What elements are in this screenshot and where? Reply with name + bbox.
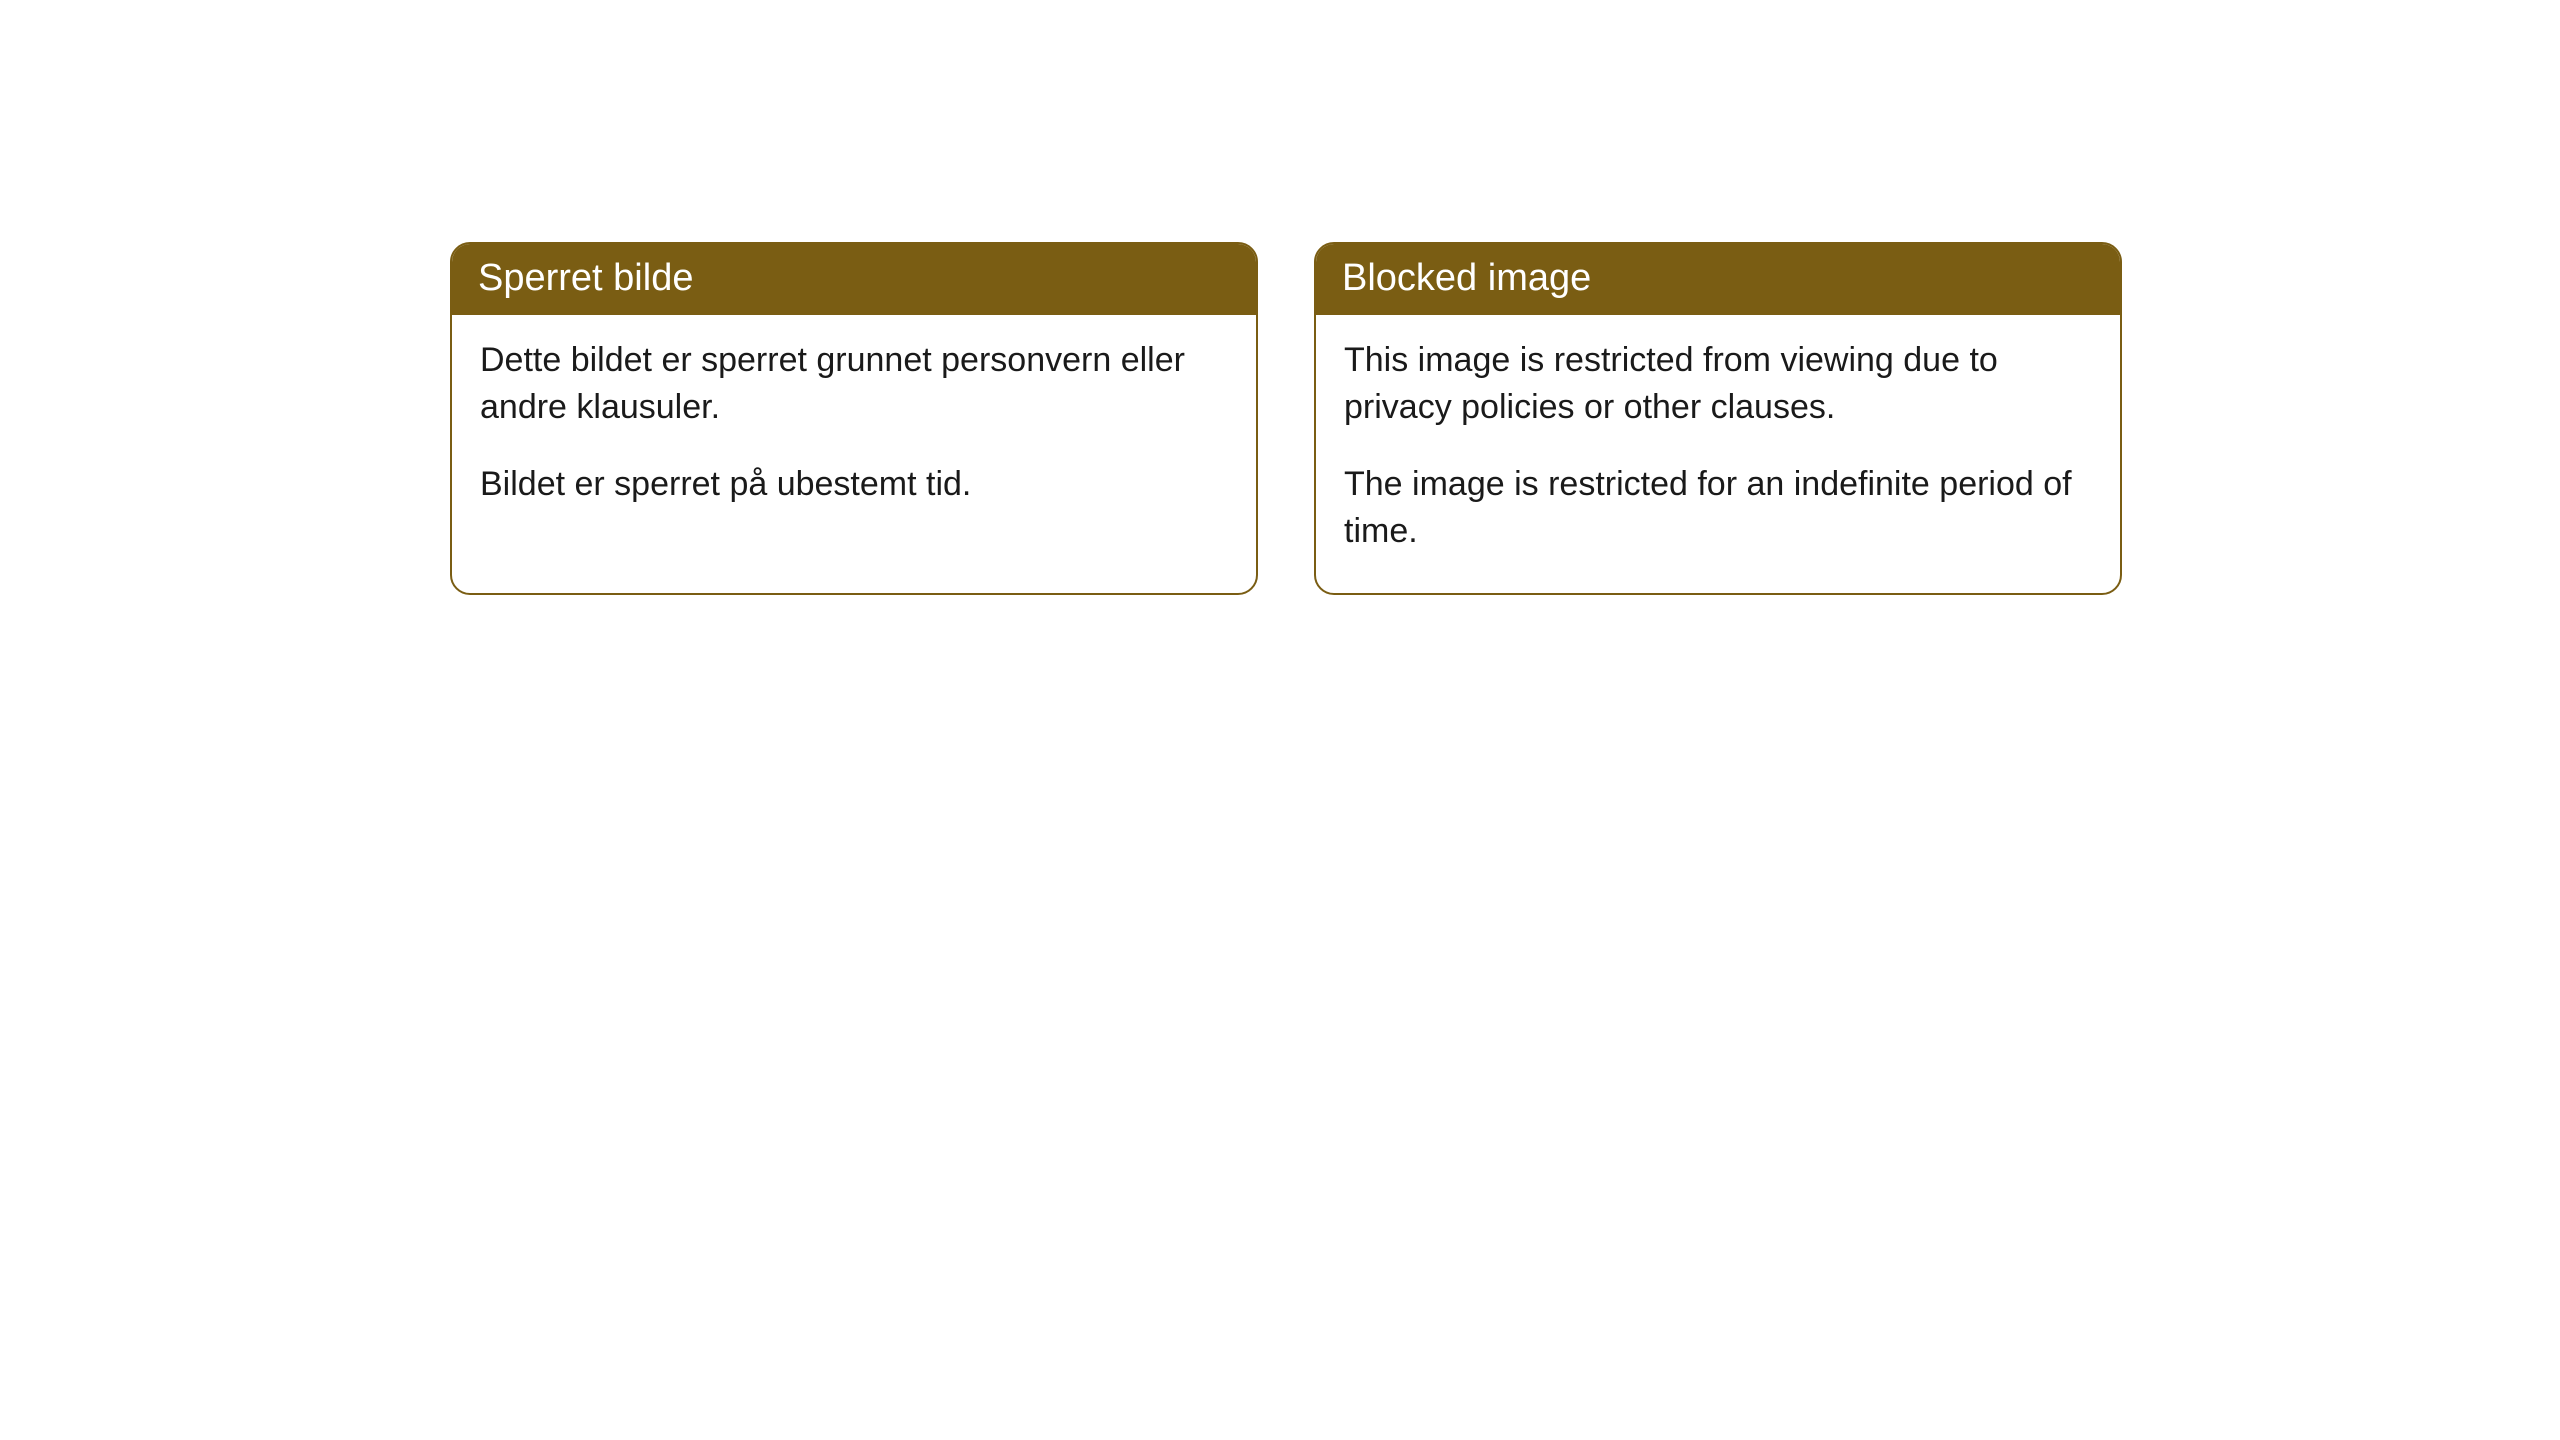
notice-cards-container: Sperret bilde Dette bildet er sperret gr… [450, 242, 2122, 595]
card-paragraph: Bildet er sperret på ubestemt tid. [480, 461, 1228, 508]
card-title: Blocked image [1342, 257, 1591, 299]
notice-card-norwegian: Sperret bilde Dette bildet er sperret gr… [450, 242, 1258, 595]
card-body: Dette bildet er sperret grunnet personve… [452, 315, 1256, 546]
card-paragraph: The image is restricted for an indefinit… [1344, 461, 2092, 555]
card-paragraph: Dette bildet er sperret grunnet personve… [480, 337, 1228, 431]
notice-card-english: Blocked image This image is restricted f… [1314, 242, 2122, 595]
card-header: Blocked image [1316, 244, 2120, 315]
card-title: Sperret bilde [478, 257, 693, 299]
card-paragraph: This image is restricted from viewing du… [1344, 337, 2092, 431]
card-header: Sperret bilde [452, 244, 1256, 315]
card-body: This image is restricted from viewing du… [1316, 315, 2120, 593]
